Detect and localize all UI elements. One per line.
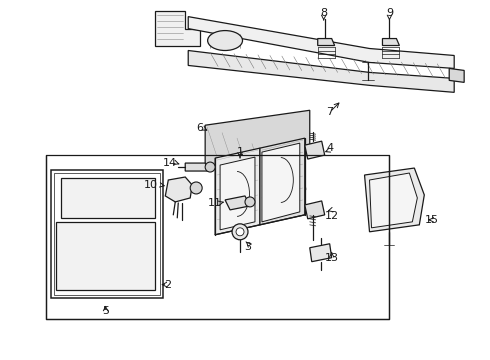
Polygon shape [215, 148, 260, 235]
Polygon shape [220, 157, 255, 230]
Polygon shape [369, 173, 417, 228]
Polygon shape [61, 178, 155, 218]
Polygon shape [262, 143, 300, 222]
Polygon shape [225, 196, 250, 210]
Text: 4: 4 [326, 143, 333, 153]
Polygon shape [185, 163, 208, 171]
Polygon shape [310, 244, 332, 262]
Text: 7: 7 [326, 107, 333, 117]
Polygon shape [449, 68, 464, 82]
Text: 5: 5 [102, 306, 109, 316]
Text: 3: 3 [245, 242, 251, 252]
Text: 10: 10 [144, 180, 157, 190]
Circle shape [245, 197, 255, 207]
Polygon shape [305, 201, 325, 219]
FancyBboxPatch shape [62, 179, 154, 217]
Polygon shape [383, 39, 399, 45]
Text: 6: 6 [196, 123, 204, 133]
Polygon shape [155, 11, 200, 45]
Polygon shape [188, 50, 454, 92]
Circle shape [205, 162, 215, 172]
Polygon shape [260, 138, 305, 225]
Bar [46, 155, 390, 319]
Text: 13: 13 [325, 253, 339, 263]
Text: 8: 8 [320, 8, 327, 18]
Polygon shape [205, 110, 310, 168]
Polygon shape [56, 222, 155, 289]
Polygon shape [165, 177, 192, 202]
Polygon shape [305, 141, 325, 159]
Ellipse shape [208, 31, 243, 50]
FancyBboxPatch shape [57, 223, 154, 289]
Polygon shape [188, 17, 454, 68]
Text: 15: 15 [425, 215, 439, 225]
Polygon shape [318, 39, 335, 45]
Circle shape [236, 228, 244, 236]
Text: 2: 2 [164, 280, 171, 289]
Circle shape [190, 182, 202, 194]
Text: 12: 12 [324, 211, 339, 221]
Text: 14: 14 [163, 158, 177, 168]
Text: 11: 11 [208, 198, 222, 208]
Circle shape [232, 224, 248, 240]
Polygon shape [365, 168, 424, 232]
Text: 9: 9 [386, 8, 393, 18]
Text: 1: 1 [237, 147, 244, 157]
